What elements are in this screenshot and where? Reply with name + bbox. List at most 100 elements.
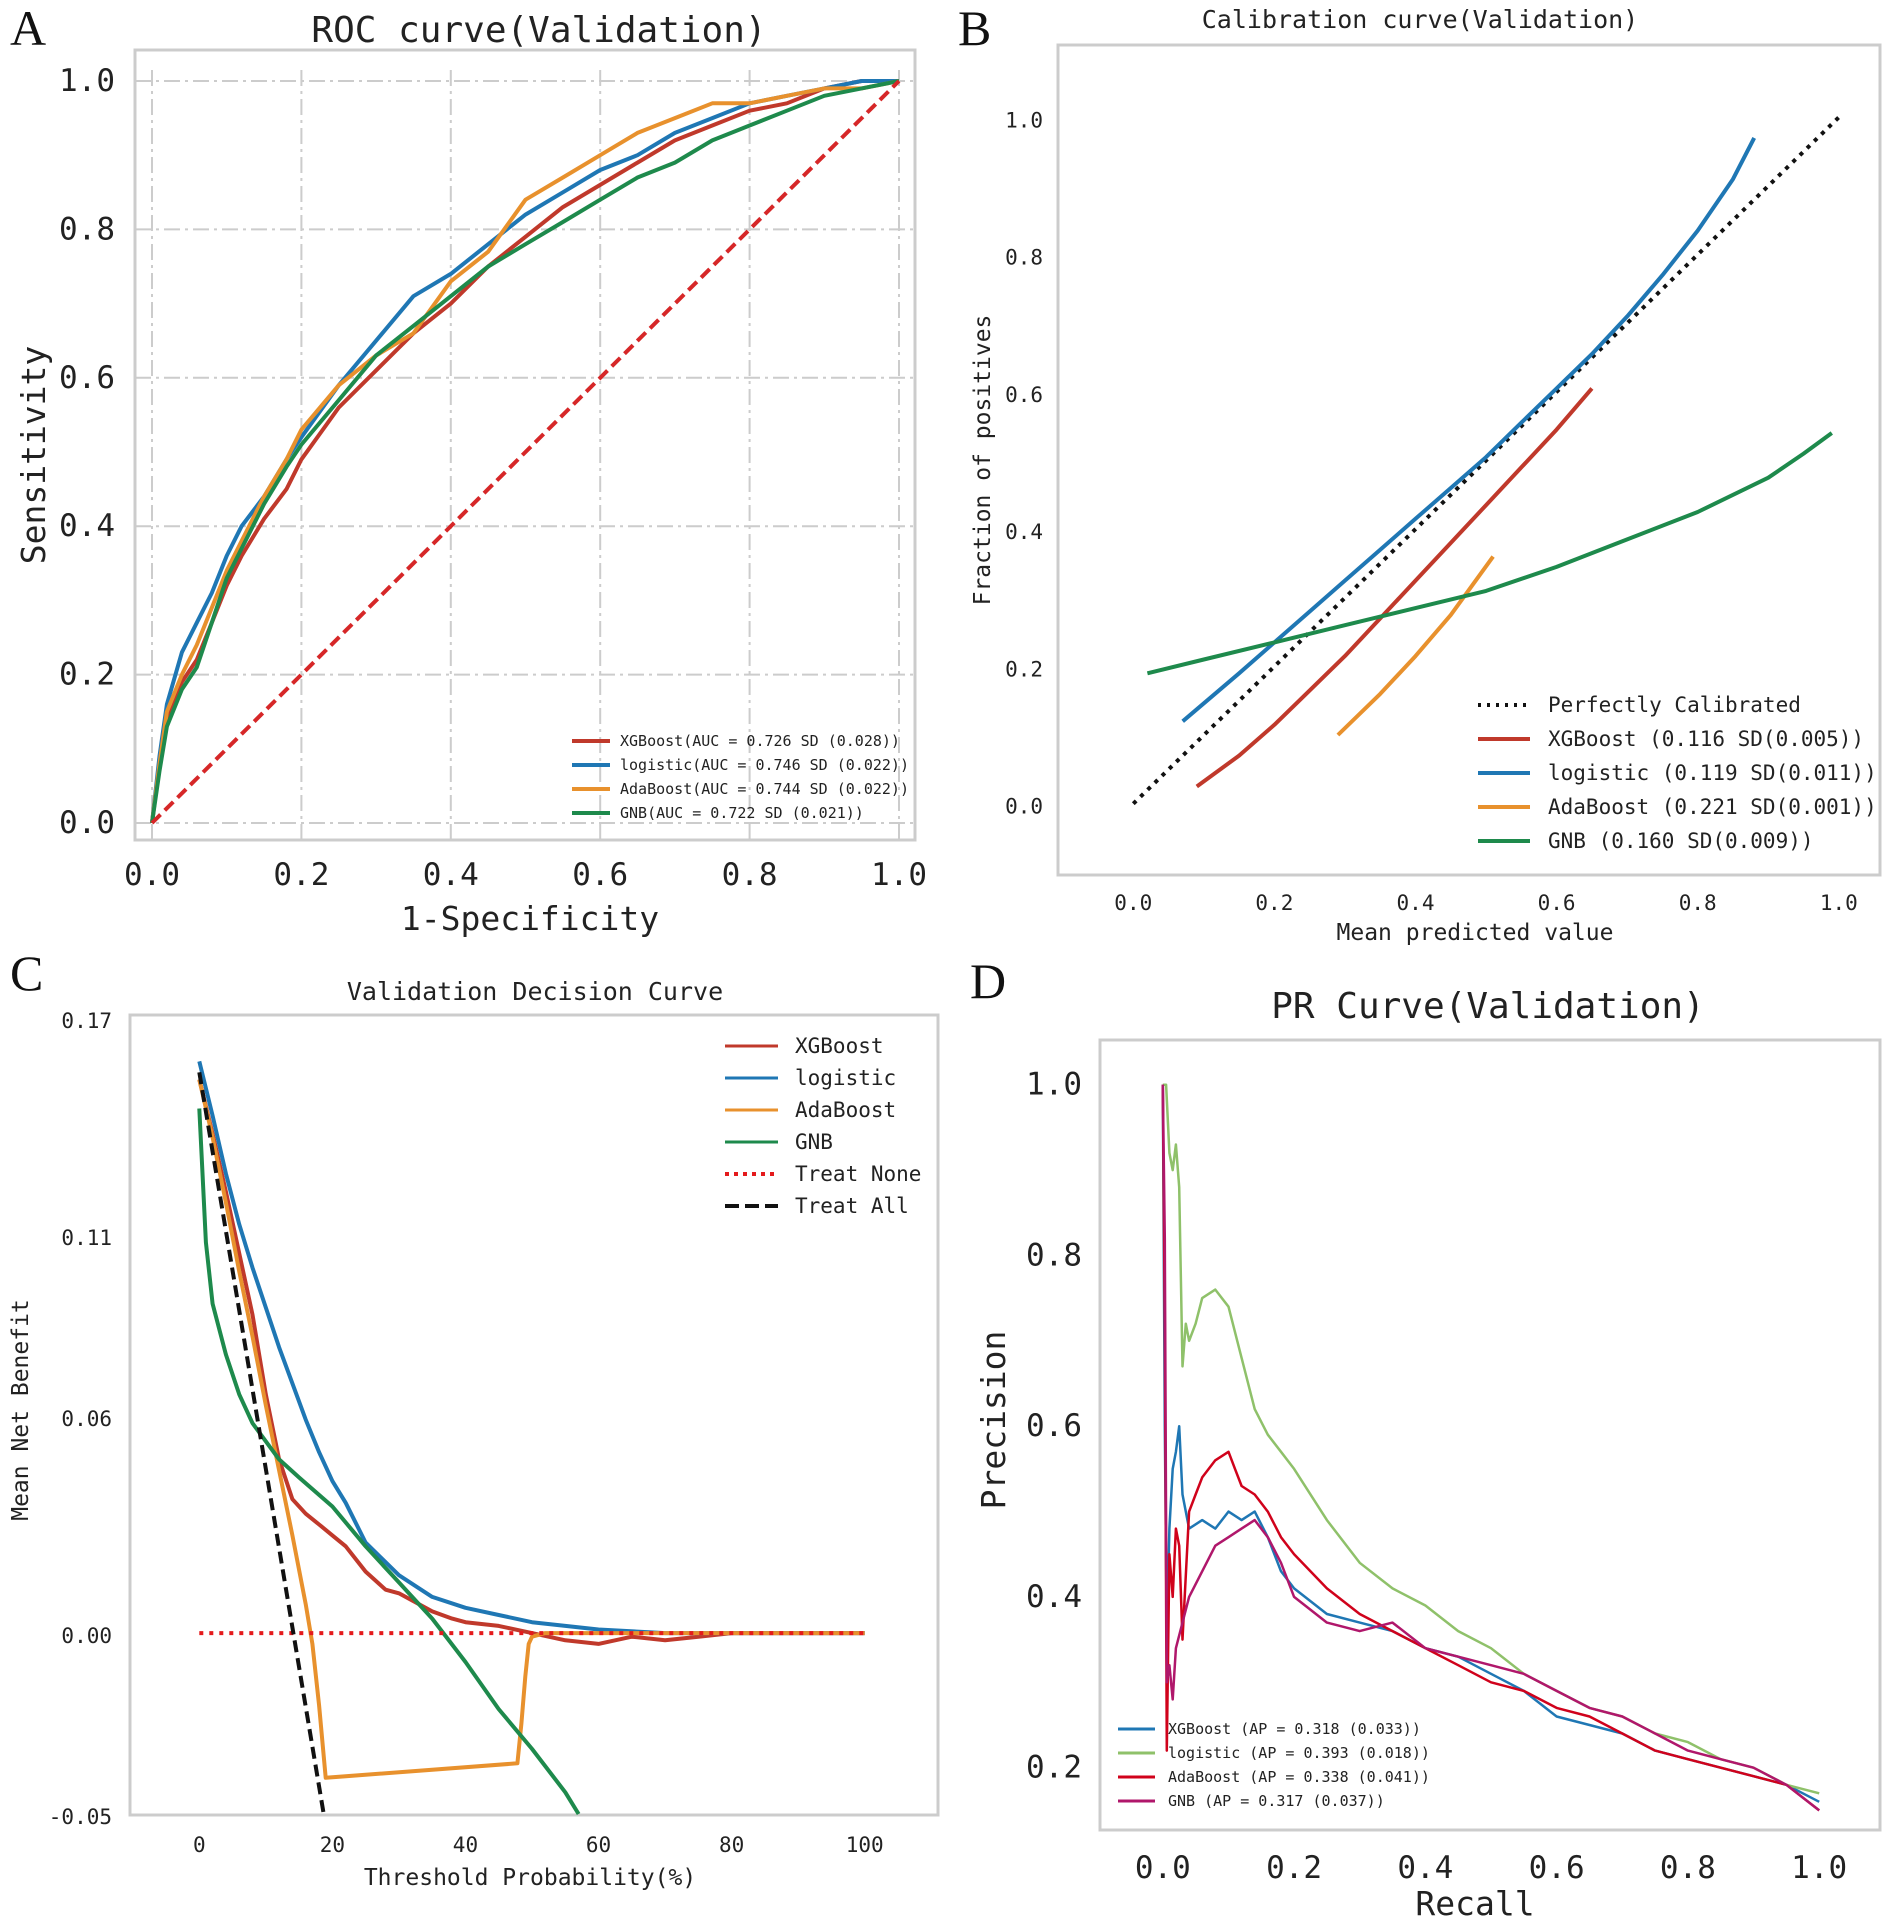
legend-c-treat-all: Treat All [795,1194,909,1218]
legend-a-xgboost: XGBoost(AUC = 0.726 SD (0.028)) [620,732,900,750]
panel-b-title: Calibration curve(Validation) [1202,5,1639,34]
legend-d-gnb: GNB (AP = 0.317 (0.037)) [1168,1792,1385,1810]
panel-d-title: PR Curve(Validation) [1271,986,1704,1027]
y-tick-label-a: 0.2 [59,657,115,693]
y-tick-label-a: 0.8 [59,211,115,247]
y-tick-label-d: 0.2 [1026,1750,1082,1786]
panel-a-xlabel: 1-Specificity [401,899,659,938]
series-line-c-logistic [197,1060,865,1636]
legend-c-logistic: logistic [795,1066,896,1090]
legend-b-perfect: Perfectly Calibrated [1548,693,1801,717]
x-tick-label-a: 0.0 [124,857,180,893]
x-tick-label-c: 100 [846,1833,884,1857]
panel-a-ylabel: Sensitivity [14,346,53,565]
x-tick-label-c: 60 [586,1833,611,1857]
x-tick-label-b: 0.4 [1397,891,1435,915]
y-tick-label-d: 0.6 [1026,1408,1082,1444]
series-line-d-adaboost [1161,1084,1820,1812]
panel-letter-c: C [10,945,43,1001]
panel-letter-d: D [970,953,1006,1009]
y-tick-label-b: 0.8 [1005,246,1043,270]
x-tick-label-d: 0.4 [1397,1850,1453,1886]
series-line-b-gnb [1146,431,1833,676]
panel-d-legend: XGBoost (AP = 0.318 (0.033)) logistic (A… [1118,1720,1430,1810]
panel-c-legend: XGBoost logistic AdaBoost GNB Treat None… [725,1034,921,1218]
panel-b-plot-area [1056,43,1882,877]
y-tick-label-c: 0.17 [61,1009,112,1033]
legend-a-gnb: GNB(AUC = 0.722 SD (0.021)) [620,804,864,822]
y-tick-label-a: 1.0 [59,63,115,99]
x-tick-label-b: 0.6 [1538,891,1576,915]
panel-letter-a: A [10,0,46,56]
panel-b-xlabel: Mean predicted value [1337,920,1614,946]
y-tick-label-a: 0.0 [59,805,115,841]
y-tick-label-a: 0.4 [59,508,115,544]
y-tick-label-c: 0.00 [61,1624,112,1648]
series-line-b-logistic [1181,136,1756,723]
x-tick-label-c: 0 [193,1833,206,1857]
legend-c-xgboost: XGBoost [795,1034,884,1058]
panel-c-ylabel: Mean Net Benefit [8,1299,34,1521]
y-tick-label-c: 0.11 [61,1226,112,1250]
panel-letter-b: B [958,0,991,56]
x-tick-label-c: 20 [320,1833,345,1857]
y-tick-label-d: 1.0 [1026,1067,1082,1103]
x-tick-label-d: 0.8 [1660,1850,1716,1886]
x-tick-label-a: 1.0 [871,857,927,893]
panel-d: D PR Curve(Validation) 0.0 0.2 0.4 0.6 0.8 1.… [970,953,1882,1922]
x-tick-label-c: 40 [453,1833,478,1857]
y-tick-label-d: 0.4 [1026,1579,1082,1615]
x-tick-label-b: 0.2 [1255,891,1293,915]
legend-d-logistic: logistic (AP = 0.393 (0.018)) [1168,1744,1430,1762]
x-tick-label-d: 0.0 [1135,1850,1191,1886]
panel-a: A ROC curve(Validation) 0.0 0.2 0.4 0.6 0.8 1… [10,0,927,938]
x-tick-label-a: 0.8 [722,857,778,893]
x-tick-label-c: 80 [719,1833,744,1857]
panel-d-plot-area [1098,1038,1882,1832]
x-tick-label-b: 0.8 [1679,891,1717,915]
legend-c-gnb: GNB [795,1130,833,1154]
panel-a-legend: XGBoost(AUC = 0.726 SD (0.028)) logistic… [572,732,909,822]
y-tick-label-b: 0.2 [1005,657,1043,681]
y-tick-label-b: 1.0 [1005,108,1043,132]
panel-c-title: Validation Decision Curve [347,977,723,1006]
legend-c-treat-none: Treat None [795,1162,921,1186]
y-tick-label-b: 0.6 [1005,383,1043,407]
panel-d-xlabel: Recall [1415,1884,1534,1922]
series-line-a-logistic [150,79,899,824]
panel-c-plot-area [128,1013,940,1817]
y-tick-label-c: 0.06 [61,1407,112,1431]
y-tick-label-d: 0.8 [1026,1237,1082,1273]
legend-b-xgboost: XGBoost (0.116 SD(0.005)) [1548,727,1864,751]
panel-b: B Calibration curve(Validation) 0.0 0.2 0.… [958,0,1882,946]
legend-c-adaboost: AdaBoost [795,1098,896,1122]
x-tick-label-d: 1.0 [1791,1850,1847,1886]
legend-b-adaboost: AdaBoost (0.221 SD(0.001)) [1548,795,1877,819]
legend-a-logistic: logistic(AUC = 0.746 SD (0.022)) [620,756,909,774]
panel-c-xlabel: Threshold Probability(%) [364,1865,696,1891]
series-line-c-gnb [197,1108,581,1816]
series-line-c-xgboost [197,1079,865,1646]
y-tick-label-c: -0.05 [49,1805,112,1829]
series-line-d-gnb [1161,1084,1820,1812]
legend-d-xgboost: XGBoost (AP = 0.318 (0.033)) [1168,1720,1421,1738]
panel-c: C Validation Decision Curve 0 20 40 60 80 100… [8,945,940,1891]
legend-b-gnb: GNB (0.160 SD(0.009)) [1548,829,1814,853]
x-tick-label-b: 1.0 [1820,891,1858,915]
panel-b-ylabel: Fraction of positives [970,315,996,606]
panel-a-title: ROC curve(Validation) [311,10,766,51]
legend-d-adaboost: AdaBoost (AP = 0.338 (0.041)) [1168,1768,1430,1786]
y-tick-label-b: 0.0 [1005,795,1043,819]
x-tick-label-d: 0.2 [1266,1850,1322,1886]
y-tick-label-a: 0.6 [59,360,115,396]
x-tick-label-d: 0.6 [1529,1850,1585,1886]
series-line-b-xgboost [1195,387,1594,789]
series-line-a-gnb [150,79,900,824]
x-tick-label-a: 0.6 [572,857,628,893]
series-line-b-perfectly [1131,115,1841,806]
panel-d-ylabel: Precision [974,1331,1013,1510]
legend-a-adaboost: AdaBoost(AUC = 0.744 SD (0.022)) [620,780,909,798]
series-line-a-diagonal [150,79,901,825]
x-tick-label-a: 0.2 [273,857,329,893]
